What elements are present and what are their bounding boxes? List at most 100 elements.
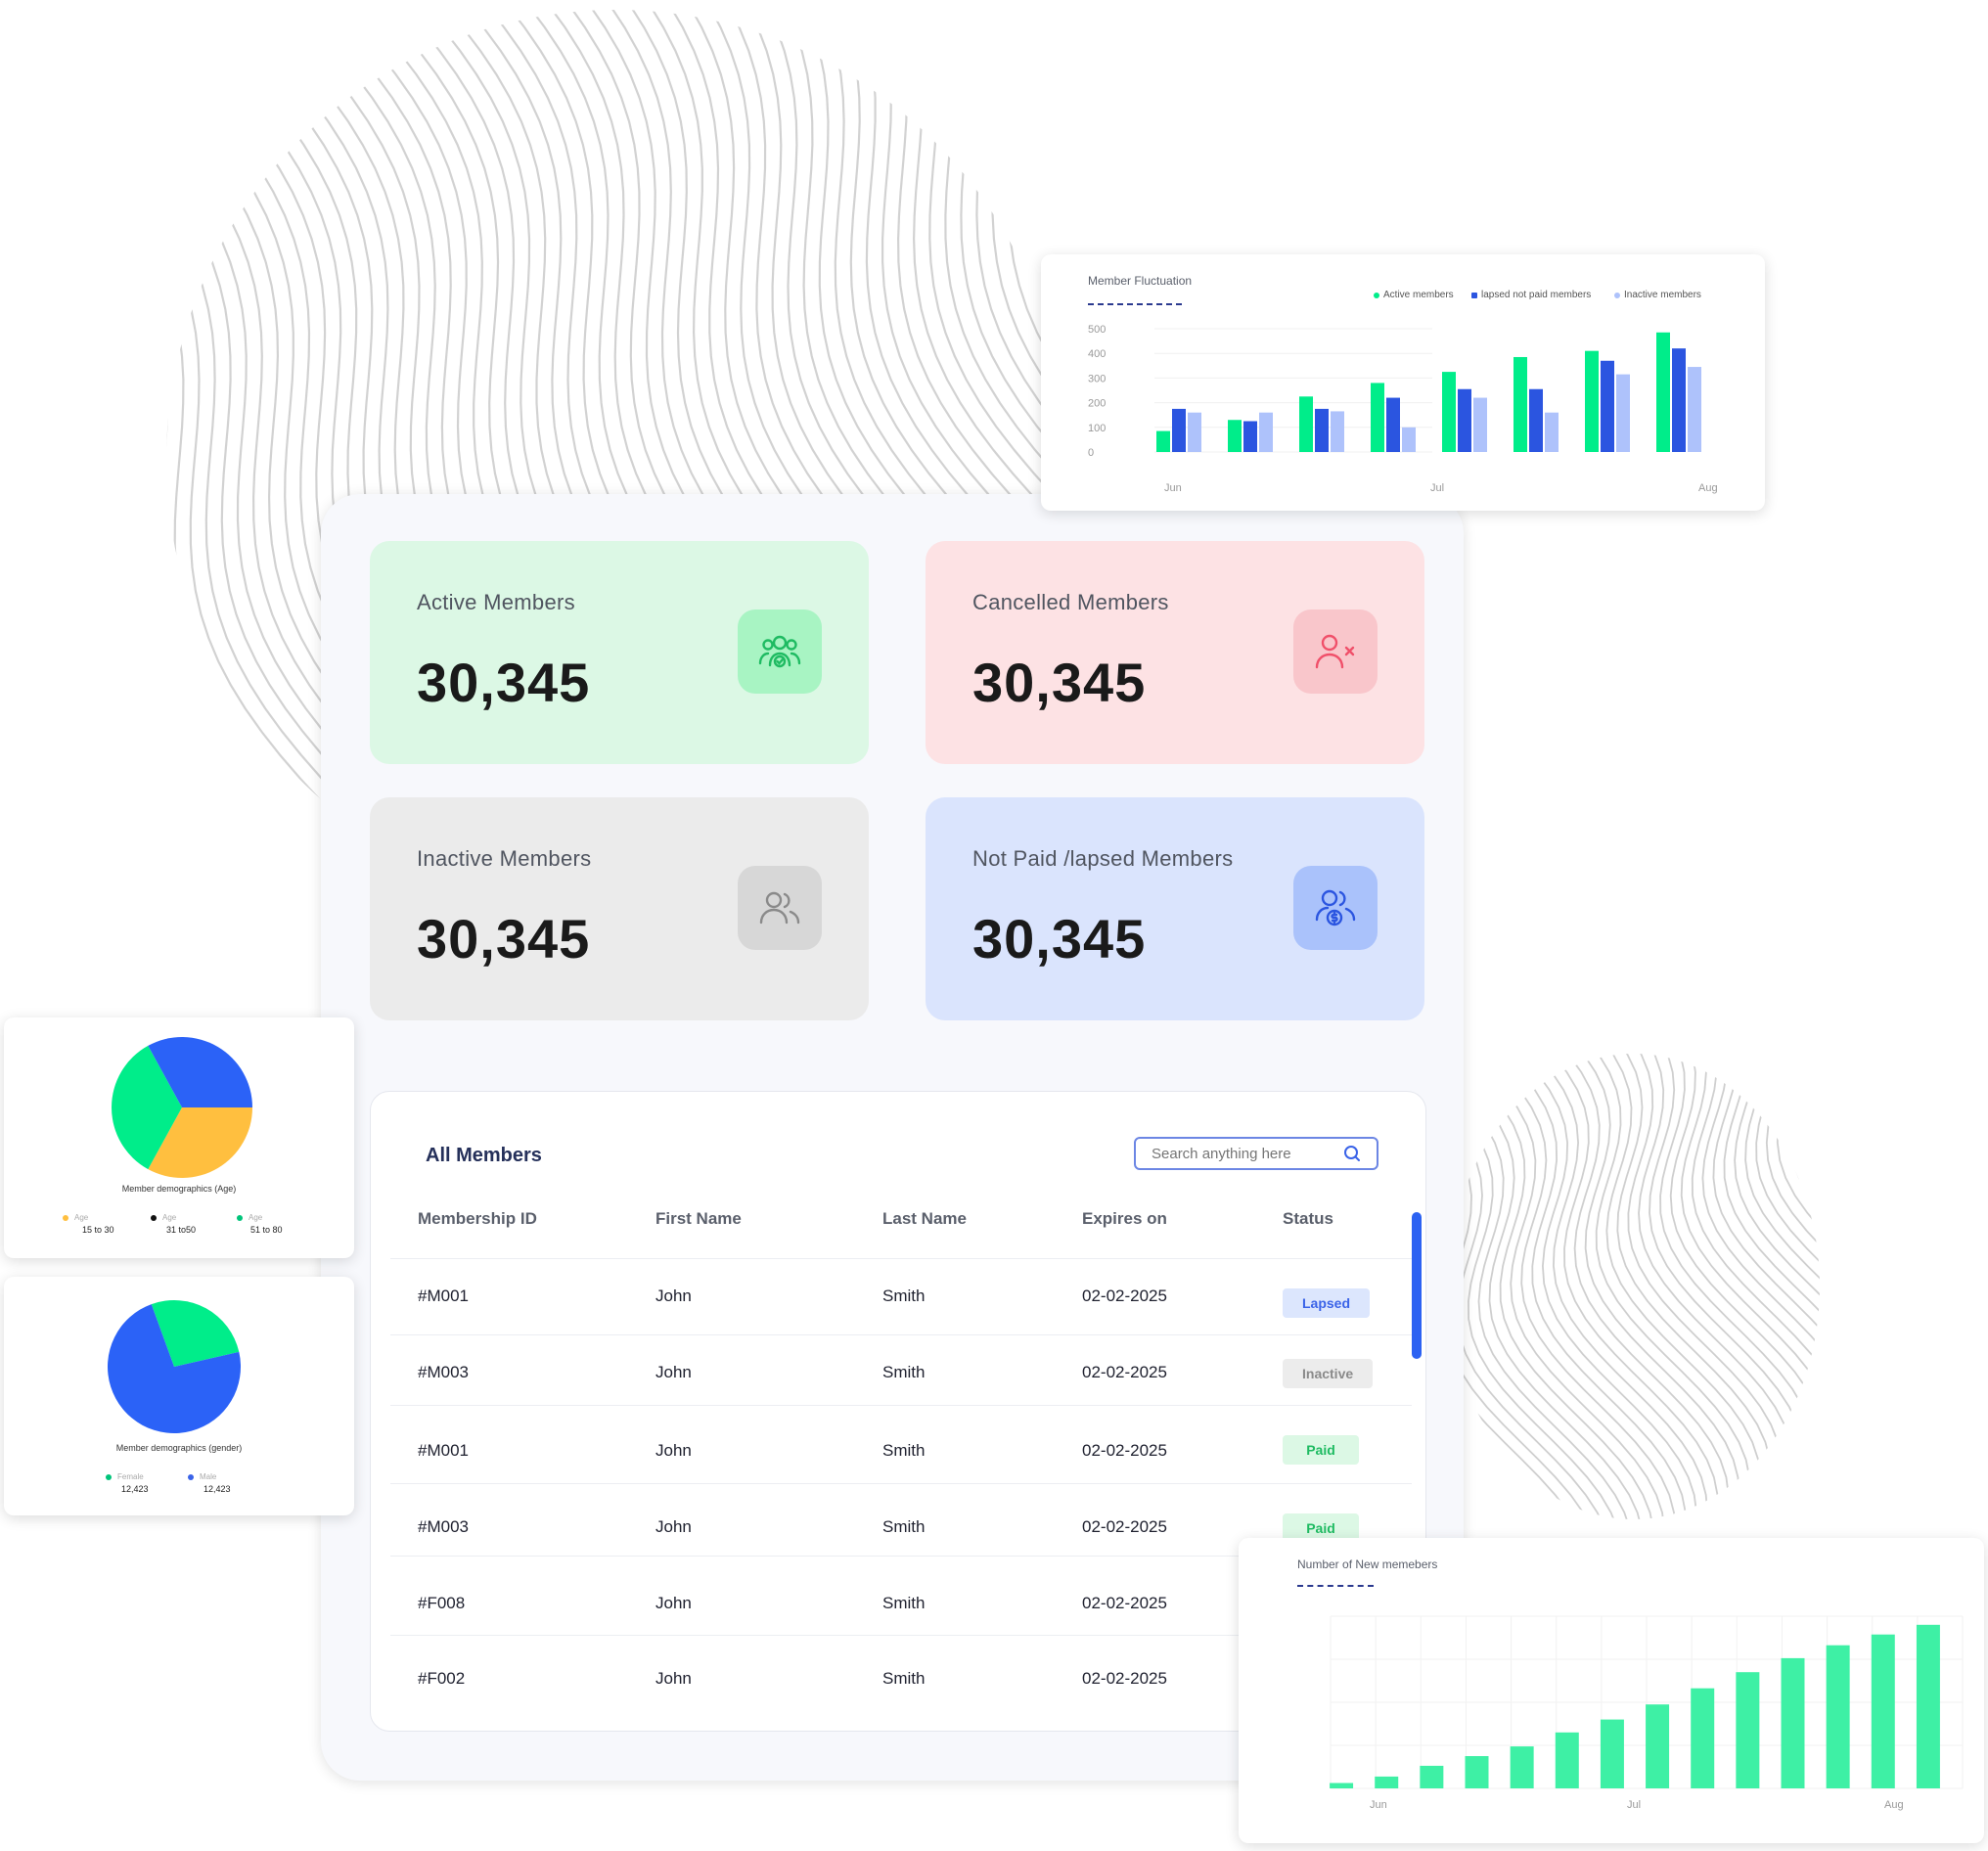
fluctuation-bar[interactable] [1458, 388, 1471, 452]
table-scrollbar[interactable] [1412, 1212, 1422, 1359]
inactive-members-label: Inactive Members [417, 846, 592, 871]
fluctuation-bar[interactable] [1331, 411, 1344, 452]
member-fluctuation-widget: Member Fluctuation Active members lapsed… [1041, 254, 1765, 511]
pie-slice[interactable] [151, 1300, 240, 1367]
new-members-bar[interactable] [1781, 1657, 1805, 1788]
new-members-bar[interactable] [1916, 1624, 1940, 1788]
column-header-expires-on[interactable]: Expires on [1082, 1209, 1167, 1228]
users-dollar-icon [1315, 889, 1356, 926]
y-tick-label: 300 [1088, 373, 1106, 384]
fluctuation-bar[interactable] [1529, 388, 1543, 452]
table-row[interactable]: #M001 John Smith 02-02-2025 Lapsed [390, 1258, 1412, 1334]
new-members-bar[interactable] [1555, 1732, 1579, 1788]
new-members-bar-chart: Jun Jul Aug [1330, 1615, 1964, 1811]
new-members-bar[interactable] [1600, 1719, 1624, 1788]
not-paid-members-label: Not Paid /lapsed Members [972, 846, 1234, 871]
new-members-bar[interactable] [1375, 1776, 1399, 1788]
fluctuation-bar[interactable] [1514, 356, 1527, 452]
fluctuation-bar[interactable] [1442, 372, 1456, 452]
legend-dot [63, 1214, 68, 1221]
fluctuation-bar[interactable] [1402, 427, 1416, 452]
fluctuation-bar[interactable] [1585, 350, 1599, 452]
new-members-bar[interactable] [1691, 1688, 1715, 1788]
fluctuation-bar[interactable] [1188, 412, 1201, 452]
new-members-bar[interactable] [1736, 1672, 1760, 1788]
column-header-first-name[interactable]: First Name [655, 1209, 742, 1228]
fluctuation-bar[interactable] [1228, 420, 1242, 452]
expires-cell: 02-02-2025 [1082, 1287, 1167, 1305]
inactive-members-value: 30,345 [417, 908, 591, 970]
fluctuation-bar[interactable] [1473, 397, 1487, 452]
fluctuation-bar[interactable] [1616, 374, 1630, 452]
fluctuation-bar[interactable] [1386, 397, 1400, 452]
legend-value: 12,423 [203, 1484, 231, 1494]
y-tick-label: 500 [1088, 324, 1106, 336]
new-members-chart-title: Number of New memebers [1297, 1558, 1438, 1571]
search-box[interactable] [1134, 1137, 1378, 1170]
y-tick-label: 0 [1088, 447, 1094, 459]
legend-active-members: Active members [1374, 290, 1454, 300]
expires-cell: 02-02-2025 [1082, 1441, 1167, 1460]
pie-slice[interactable] [148, 1037, 252, 1107]
active-members-label: Active Members [417, 590, 575, 614]
y-tick-label: 200 [1088, 398, 1106, 410]
age-legend-item-2: Age 31 to50 [151, 1213, 196, 1235]
new-members-bar[interactable] [1871, 1634, 1895, 1788]
legend-lapsed-members: lapsed not paid members [1471, 290, 1591, 300]
new-members-bar[interactable] [1420, 1765, 1444, 1788]
age-legend-item-3: Age 51 to 80 [237, 1213, 283, 1235]
column-header-membership-id[interactable]: Membership ID [418, 1209, 537, 1228]
gender-pie-title: Member demographics (gender) [115, 1443, 243, 1453]
table-row[interactable]: #M003 John Smith 02-02-2025 Inactive [390, 1334, 1412, 1411]
inactive-members-card[interactable]: Inactive Members 30,345 [370, 797, 869, 1020]
users-check-icon [758, 635, 801, 668]
cancelled-members-label: Cancelled Members [972, 590, 1169, 614]
fluctuation-bar[interactable] [1672, 348, 1686, 452]
fluctuation-bar[interactable] [1315, 408, 1329, 452]
cancelled-members-card[interactable]: Cancelled Members 30,345 [926, 541, 1424, 764]
fluctuation-bar[interactable] [1688, 367, 1701, 452]
x-tick-label: Aug [1884, 1799, 1904, 1811]
gender-legend-female: Female 12,423 [106, 1472, 149, 1494]
cancelled-members-icon-box [1293, 609, 1378, 694]
search-input[interactable] [1152, 1145, 1328, 1162]
legend-dot [1471, 292, 1477, 298]
pie-slice[interactable] [112, 1045, 182, 1170]
fluctuation-bar[interactable] [1156, 430, 1170, 452]
x-tick-label: Jun [1370, 1799, 1387, 1811]
fluctuation-bar-chart: 0 100 200 300 400 500 Jun Jul Aug [1088, 324, 1718, 494]
fluctuation-bar[interactable] [1601, 360, 1614, 452]
fluctuation-bar[interactable] [1545, 412, 1559, 452]
fluctuation-bar[interactable] [1371, 383, 1384, 452]
legend-dot [1374, 292, 1379, 298]
column-header-last-name[interactable]: Last Name [882, 1209, 967, 1228]
legend-label: Active members [1383, 290, 1454, 300]
fluctuation-bar[interactable] [1172, 408, 1186, 452]
legend-value: 51 to 80 [250, 1225, 283, 1235]
x-tick-label: Jul [1430, 482, 1444, 494]
fluctuation-chart-title: Member Fluctuation [1088, 274, 1193, 288]
y-tick-label: 400 [1088, 348, 1106, 360]
x-tick-label: Jun [1164, 482, 1182, 494]
new-members-bar[interactable] [1465, 1756, 1489, 1788]
search-icon[interactable] [1343, 1145, 1361, 1162]
column-header-status[interactable]: Status [1283, 1209, 1333, 1228]
not-paid-members-card[interactable]: Not Paid /lapsed Members 30,345 [926, 797, 1424, 1020]
table-row[interactable]: #M003 John Smith 02-02-2025 Paid [390, 1483, 1412, 1559]
new-members-bar[interactable] [1826, 1645, 1850, 1788]
fluctuation-bar[interactable] [1259, 412, 1273, 452]
users-icon [759, 891, 800, 925]
fluctuation-bar[interactable] [1656, 332, 1670, 452]
table-row[interactable]: #F008 John Smith 02-02-2025 [390, 1556, 1412, 1632]
new-members-bar[interactable] [1646, 1704, 1670, 1788]
fluctuation-bar[interactable] [1243, 421, 1257, 453]
table-row[interactable]: #F002 John Smith 02-02-2025 [390, 1635, 1412, 1711]
pie-slice[interactable] [148, 1107, 252, 1178]
new-members-bar[interactable] [1330, 1783, 1354, 1789]
new-members-bar[interactable] [1510, 1746, 1534, 1788]
gender-legend-male: Male 12,423 [188, 1472, 231, 1494]
pie-slice[interactable] [107, 1304, 241, 1433]
active-members-card[interactable]: Active Members 30,345 [370, 541, 869, 764]
table-row[interactable]: #M001 John Smith 02-02-2025 Paid [390, 1405, 1412, 1481]
fluctuation-bar[interactable] [1299, 396, 1313, 452]
